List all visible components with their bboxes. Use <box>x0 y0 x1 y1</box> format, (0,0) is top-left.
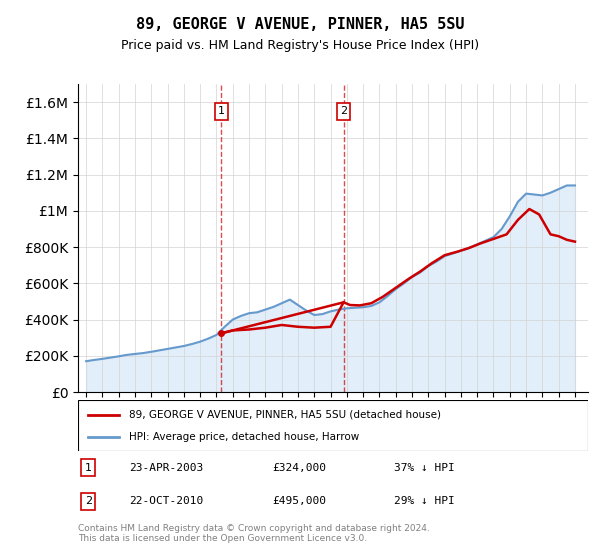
Text: Contains HM Land Registry data © Crown copyright and database right 2024.
This d: Contains HM Land Registry data © Crown c… <box>78 524 430 543</box>
Text: 2: 2 <box>85 496 92 506</box>
FancyBboxPatch shape <box>78 400 588 451</box>
Text: HPI: Average price, detached house, Harrow: HPI: Average price, detached house, Harr… <box>129 432 359 442</box>
Text: 89, GEORGE V AVENUE, PINNER, HA5 5SU (detached house): 89, GEORGE V AVENUE, PINNER, HA5 5SU (de… <box>129 409 441 419</box>
Text: 23-APR-2003: 23-APR-2003 <box>129 463 203 473</box>
Text: 37% ↓ HPI: 37% ↓ HPI <box>394 463 455 473</box>
Text: £495,000: £495,000 <box>272 496 326 506</box>
Text: 22-OCT-2010: 22-OCT-2010 <box>129 496 203 506</box>
Text: Price paid vs. HM Land Registry's House Price Index (HPI): Price paid vs. HM Land Registry's House … <box>121 39 479 52</box>
Text: 1: 1 <box>85 463 92 473</box>
Text: 89, GEORGE V AVENUE, PINNER, HA5 5SU: 89, GEORGE V AVENUE, PINNER, HA5 5SU <box>136 17 464 32</box>
Text: 29% ↓ HPI: 29% ↓ HPI <box>394 496 455 506</box>
Text: 2: 2 <box>340 106 347 116</box>
Text: £324,000: £324,000 <box>272 463 326 473</box>
Text: 1: 1 <box>218 106 225 116</box>
